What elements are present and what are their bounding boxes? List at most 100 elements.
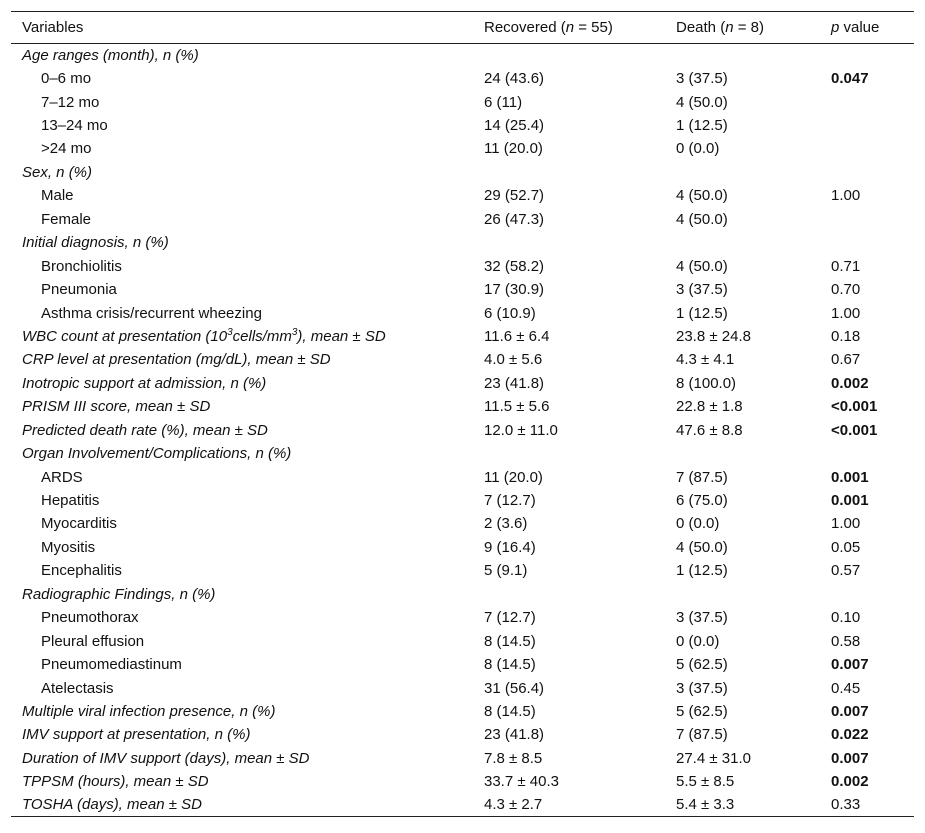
column-header: p value xyxy=(831,12,914,44)
death-cell: 5 (62.5) xyxy=(676,700,831,723)
p-cell xyxy=(831,114,914,137)
death-value: 0 (0.0) xyxy=(676,632,720,650)
variable-row: PRISM III score, mean ± SD 11.5 ± 5.6 22.8… xyxy=(11,395,914,418)
p-value: 0.10 xyxy=(831,609,861,627)
p-cell: 0.10 xyxy=(831,606,914,629)
recovered-value: 23 (41.8) xyxy=(484,374,545,392)
superscript: 3 xyxy=(291,326,298,338)
p-value: 0.18 xyxy=(831,327,861,345)
variable-label: WBC count at presentation (103cells/mm3)… xyxy=(11,325,484,348)
recovered-cell: 14 (25.4) xyxy=(484,114,676,137)
recovered-cell: 7.8 ± 8.5 xyxy=(484,747,676,770)
death-cell: 5.4 ± 3.3 xyxy=(676,794,831,817)
item-row: Atelectasis 31 (56.4) 3 (37.5) 0.45 xyxy=(11,676,914,699)
column-header: Death (n = 8) xyxy=(676,12,831,44)
death-value: 6 (75.0) xyxy=(676,492,728,510)
p-cell xyxy=(831,90,914,113)
variable-label: Predicted death rate (%), mean ± SD xyxy=(11,419,484,442)
item-label: Encephalitis xyxy=(41,562,122,580)
p-cell: 0.001 xyxy=(831,489,914,512)
recovered-value: 4.0 ± 5.6 xyxy=(484,351,543,369)
recovered-value: 6 (11) xyxy=(484,93,523,111)
recovered-value: 29 (52.7) xyxy=(484,187,545,205)
variable-row: Age ranges (month), n (%) xyxy=(11,44,914,67)
item-label: Pneumothorax xyxy=(41,609,139,627)
p-value: <0.001 xyxy=(831,421,878,439)
p-cell: 0.002 xyxy=(831,372,914,395)
recovered-cell: 4.3 ± 2.7 xyxy=(484,794,676,817)
recovered-value: 8 (14.5) xyxy=(484,656,536,674)
recovered-value: 23 (41.8) xyxy=(484,726,545,744)
item-label: Male xyxy=(41,187,74,205)
variable-label: Organ Involvement/Complications, n (%) xyxy=(11,442,484,465)
text-run: Initial diagnosis, n (%) xyxy=(22,234,169,252)
variable-label: Age ranges (month), n (%) xyxy=(11,44,484,67)
text-run: Sex, n (%) xyxy=(22,163,93,181)
item-row: Pleural effusion 8 (14.5) 0 (0.0) 0.58 xyxy=(11,629,914,652)
recovered-value: 17 (30.9) xyxy=(484,281,545,299)
death-value: 1 (12.5) xyxy=(676,117,728,135)
variable-label: PRISM III score, mean ± SD xyxy=(11,395,484,418)
death-value: 0 (0.0) xyxy=(676,140,720,158)
recovered-cell: 6 (10.9) xyxy=(484,301,676,324)
item-label: Myocarditis xyxy=(41,515,117,533)
p-value: 0.007 xyxy=(831,656,869,674)
text-run: = 55) xyxy=(574,19,613,36)
death-cell: 1 (12.5) xyxy=(676,301,831,324)
variable-label: Initial diagnosis, n (%) xyxy=(11,231,484,254)
p-cell: 0.45 xyxy=(831,676,914,699)
item-row: Bronchiolitis 32 (58.2) 4 (50.0) 0.71 xyxy=(11,254,914,277)
variable-row: Predicted death rate (%), mean ± SD 12.0 … xyxy=(11,419,914,442)
recovered-cell xyxy=(484,442,676,465)
text-run: Age ranges (month), n (%) xyxy=(22,46,199,64)
recovered-value: 7 (12.7) xyxy=(484,609,536,627)
death-cell: 4 (50.0) xyxy=(676,254,831,277)
recovered-value: 24 (43.6) xyxy=(484,70,545,88)
recovered-cell: 11 (20.0) xyxy=(484,137,676,160)
variable-label: Radiographic Findings, n (%) xyxy=(11,583,484,606)
item-label: Pneumomediastinum xyxy=(41,656,182,674)
death-cell: 6 (75.0) xyxy=(676,489,831,512)
p-cell: 0.33 xyxy=(831,794,914,817)
death-value: 22.8 ± 1.8 xyxy=(676,398,743,416)
variable-row: Duration of IMV support (days), mean ± S… xyxy=(11,747,914,770)
variable-row: Initial diagnosis, n (%) xyxy=(11,231,914,254)
recovered-cell xyxy=(484,231,676,254)
p-cell: 0.67 xyxy=(831,348,914,371)
death-cell: 3 (37.5) xyxy=(676,67,831,90)
death-cell: 1 (12.5) xyxy=(676,559,831,582)
recovered-cell: 23 (41.8) xyxy=(484,723,676,746)
item-label: 0–6 mo xyxy=(41,70,92,88)
recovered-cell xyxy=(484,161,676,184)
recovered-cell: 6 (11) xyxy=(484,90,676,113)
p-cell xyxy=(831,161,914,184)
death-cell xyxy=(676,583,831,606)
p-cell: 0.007 xyxy=(831,653,914,676)
death-cell: 27.4 ± 31.0 xyxy=(676,747,831,770)
death-value: 4 (50.0) xyxy=(676,187,728,205)
item-label: Pneumonia xyxy=(41,281,117,299)
recovered-cell: 11.6 ± 6.4 xyxy=(484,325,676,348)
text-run: IMV support at presentation, n (%) xyxy=(22,726,251,744)
p-value: <0.001 xyxy=(831,398,878,416)
recovered-value: 8 (14.5) xyxy=(484,702,536,720)
death-cell: 4 (50.0) xyxy=(676,90,831,113)
text-run: ), mean ± SD xyxy=(297,327,386,345)
recovered-cell: 29 (52.7) xyxy=(484,184,676,207)
recovered-value: 8 (14.5) xyxy=(484,632,536,650)
variable-row: Sex, n (%) xyxy=(11,161,914,184)
p-value: 0.007 xyxy=(831,702,869,720)
recovered-cell: 8 (14.5) xyxy=(484,653,676,676)
variable-label: CRP level at presentation (mg/dL), mean … xyxy=(11,348,484,371)
recovered-cell: 24 (43.6) xyxy=(484,67,676,90)
death-value: 4 (50.0) xyxy=(676,93,728,111)
variable-label: Duration of IMV support (days), mean ± S… xyxy=(11,747,484,770)
death-cell: 3 (37.5) xyxy=(676,676,831,699)
p-cell xyxy=(831,231,914,254)
death-cell: 0 (0.0) xyxy=(676,512,831,535)
item-row: Male 29 (52.7) 4 (50.0) 1.00 xyxy=(11,184,914,207)
recovered-cell xyxy=(484,583,676,606)
death-cell xyxy=(676,161,831,184)
text-run: Inotropic support at admission, n (%) xyxy=(22,374,267,392)
